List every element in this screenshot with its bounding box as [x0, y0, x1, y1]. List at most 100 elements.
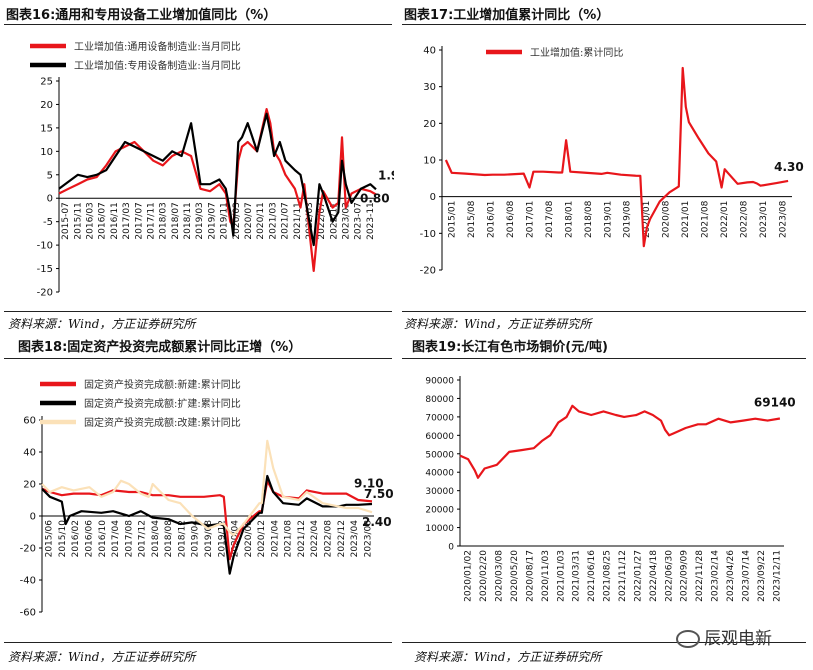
- x-tick-label: 2015/10: [58, 520, 68, 558]
- y-tick-label: 0: [430, 192, 436, 203]
- legend-label: 工业增加值:累计同比: [530, 46, 623, 59]
- x-tick-label: 2017/08: [545, 200, 555, 238]
- legend-label: 工业增加值:通用设备制造业:当月同比: [74, 40, 241, 53]
- x-tick-label: 2019/08: [623, 200, 633, 238]
- x-tick-label: 2021/08: [284, 520, 294, 558]
- panel-title: 图表16:通用和专用设备工业增加值同比（%）: [6, 8, 277, 23]
- watermark-text: 辰观电新: [704, 629, 772, 649]
- x-tick-label: 2017/04: [111, 520, 121, 558]
- x-tick-label: 2020/08: [662, 200, 672, 238]
- y-tick-label: 0: [47, 194, 53, 205]
- title-rule: [4, 358, 392, 359]
- x-tick-label: 2020/03: [232, 202, 242, 239]
- watermark: 辰观电新: [676, 624, 772, 649]
- y-tick-label: 60: [23, 416, 36, 427]
- y-tick-label: -20: [37, 288, 53, 299]
- x-tick-label: 2023/04/26: [726, 550, 736, 602]
- x-tick-label: 2020/11/03: [541, 550, 551, 602]
- source-note: 资料来源：Wind，方正证券研究所: [414, 650, 602, 664]
- x-tick-label: 2021/08/25: [603, 550, 613, 602]
- y-tick-label: -10: [37, 241, 53, 252]
- legend-label: 工业增加值:专用设备制造业:当月同比: [74, 59, 241, 72]
- title-rule: [402, 24, 806, 25]
- x-tick-label: 2017/07: [134, 202, 144, 239]
- y-tick-label: -10: [420, 229, 436, 240]
- y-tick-label: 40000: [425, 469, 454, 479]
- data-label: 2.40: [362, 515, 392, 529]
- x-tick-label: 2023-07: [354, 202, 364, 240]
- x-tick-label: 2023/09/22: [757, 550, 767, 602]
- y-tick-label: -60: [20, 608, 36, 619]
- x-tick-label: 2021/11/12: [618, 550, 628, 602]
- x-tick-label: 2016/01: [487, 201, 497, 238]
- x-tick-label: 2021/03: [268, 202, 278, 239]
- x-tick-label: 2015-07: [61, 202, 71, 240]
- source-note: 资料来源：Wind，方正证券研究所: [8, 317, 196, 331]
- y-tick-label: 90000: [425, 377, 454, 387]
- x-tick-label: 2021/06/16: [587, 550, 597, 602]
- title-rule: [402, 358, 806, 359]
- wechat-icon: [676, 630, 700, 648]
- y-tick-label: 10: [423, 156, 436, 167]
- x-tick-label: 2016/03: [85, 202, 95, 239]
- y-tick-label: 10000: [425, 524, 454, 534]
- x-tick-label: 2022/08: [324, 520, 334, 558]
- legend-label: 固定资产投资完成额:新建:累计同比: [84, 378, 241, 391]
- chart-19: 0 10000 20000 30000 40000 50000 60000 70000 8000…: [425, 376, 796, 602]
- y-tick-label: 70000: [425, 413, 454, 423]
- y-tick-label: 20000: [425, 506, 454, 516]
- x-tick-label: 2019/03: [195, 202, 205, 239]
- y-tick-label: 5: [47, 170, 53, 181]
- x-tick-label: 2020/02/20: [479, 550, 489, 602]
- x-tick-label: 2021/08: [701, 200, 711, 238]
- x-tick-label: 2017/03: [122, 202, 132, 239]
- x-tick-label: 2022/04/18: [649, 550, 659, 602]
- data-label: 69140: [754, 395, 796, 409]
- data-label: 7.50: [364, 487, 394, 501]
- x-tick-label: 2020/03/08: [495, 550, 505, 602]
- y-tick-label: 15: [40, 123, 53, 134]
- x-tick-label: 2016/07: [98, 202, 108, 239]
- x-tick-label: 2016/11: [110, 202, 120, 239]
- y-tick-label: -15: [37, 264, 53, 275]
- series-line: [41, 479, 373, 561]
- y-tick-label: 50000: [425, 450, 454, 460]
- title-rule: [4, 24, 392, 25]
- x-tick-label: 2018/08: [584, 200, 594, 238]
- source-rule: [402, 642, 806, 643]
- x-tick-label: 2016/02: [71, 520, 81, 557]
- panel-title: 图表17:工业增加值累计同比（%）: [404, 8, 610, 23]
- series-line: [459, 404, 781, 479]
- x-tick-label: 2015/08: [467, 200, 477, 238]
- source-note: 资料来源：Wind，方正证券研究所: [8, 650, 196, 664]
- x-tick-label: 2023/01: [759, 201, 769, 238]
- x-tick-label: 2017/01: [526, 201, 536, 238]
- x-tick-label: 2022/06/30: [664, 550, 674, 602]
- x-tick-label: 2015/11: [73, 202, 83, 239]
- x-tick-label: 2023/07/14: [741, 550, 751, 602]
- y-tick-label: -5: [43, 217, 53, 228]
- x-tick-label: 2023/08: [363, 520, 373, 558]
- x-tick-label: 2022/01/27: [633, 550, 643, 602]
- y-tick-label: -40: [20, 576, 36, 587]
- source-rule: [4, 642, 392, 643]
- y-tick-label: 0: [448, 543, 454, 553]
- y-tick-label: 40: [423, 46, 436, 57]
- data-label: 4.30: [774, 160, 804, 174]
- y-tick-label: 30: [423, 82, 436, 93]
- x-tick-label: 2022/07: [317, 202, 327, 239]
- y-tick-label: 80000: [425, 395, 454, 405]
- y-tick-label: 30000: [425, 487, 454, 497]
- x-tick-label: 2023/02/14: [711, 550, 721, 602]
- y-tick-label: 25: [40, 77, 53, 88]
- series-line: [58, 112, 377, 247]
- x-tick-label: 2015/06: [45, 520, 55, 558]
- source-note: 资料来源：Wind，方正证券研究所: [404, 317, 592, 331]
- x-tick-label: 2020/05/20: [510, 550, 520, 602]
- y-tick-label: 40: [23, 448, 36, 459]
- series-line: [444, 66, 789, 248]
- x-tick-label: 2020/08/17: [525, 550, 535, 602]
- source-rule: [4, 311, 392, 312]
